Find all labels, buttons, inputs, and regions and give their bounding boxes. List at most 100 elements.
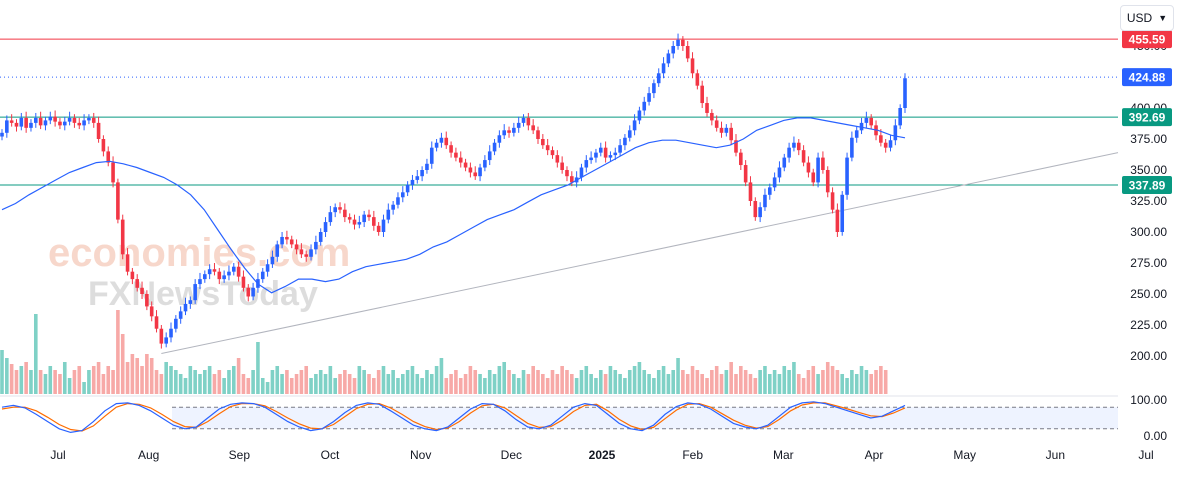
volume-bar bbox=[227, 370, 231, 394]
candle-body bbox=[632, 120, 637, 131]
volume-bar bbox=[338, 374, 342, 394]
volume-bar bbox=[763, 366, 767, 394]
candle-body bbox=[637, 110, 642, 121]
volume-bar bbox=[676, 358, 680, 394]
volume-bar bbox=[526, 374, 531, 394]
candle-body bbox=[893, 125, 898, 141]
volume-bar bbox=[883, 370, 888, 394]
candle-body bbox=[381, 219, 386, 232]
volume-bar bbox=[91, 366, 96, 394]
candle-body bbox=[536, 130, 540, 139]
watermark-line2: FXNewsToday bbox=[88, 275, 318, 313]
candle-body bbox=[685, 46, 690, 59]
volume-bar bbox=[169, 366, 173, 394]
candle-body bbox=[159, 328, 164, 344]
volume-bar bbox=[314, 374, 318, 394]
volume-bar bbox=[661, 366, 666, 394]
volume-bar bbox=[512, 374, 516, 394]
candle-body bbox=[714, 120, 719, 128]
candle-body bbox=[603, 147, 608, 158]
volume-bar bbox=[806, 370, 811, 394]
candle-body bbox=[526, 117, 531, 126]
candle-body bbox=[618, 145, 622, 153]
volume-bar bbox=[444, 378, 449, 394]
candle-body bbox=[903, 78, 907, 108]
candle-body bbox=[251, 287, 255, 297]
volume-bar bbox=[458, 378, 463, 394]
candle-body bbox=[647, 93, 651, 102]
volume-bar bbox=[357, 366, 362, 394]
candle-body bbox=[859, 122, 864, 131]
volume-bar bbox=[140, 366, 144, 394]
volume-bar bbox=[724, 370, 729, 394]
volume-bar bbox=[24, 362, 28, 394]
volume-bar bbox=[58, 374, 62, 394]
candle-body bbox=[695, 73, 700, 86]
candle-body bbox=[367, 214, 371, 218]
candle-body bbox=[541, 139, 545, 146]
volume-bar bbox=[251, 370, 255, 394]
candle-body bbox=[763, 194, 767, 208]
candle-body bbox=[77, 122, 82, 126]
volume-bar bbox=[116, 310, 120, 394]
candle-body bbox=[34, 117, 38, 123]
candle-body bbox=[772, 177, 777, 188]
price-tick-label: 225.00 bbox=[1130, 318, 1167, 332]
volume-bar bbox=[835, 370, 840, 394]
volume-bar bbox=[531, 366, 535, 394]
volume-bar bbox=[43, 374, 48, 394]
volume-bar bbox=[816, 374, 820, 394]
oscillator-tick-label: 0.00 bbox=[1144, 429, 1168, 443]
price-tag-box bbox=[1122, 176, 1172, 195]
candle-body bbox=[840, 194, 845, 232]
candle-body bbox=[483, 160, 487, 168]
volume-bar bbox=[38, 370, 43, 394]
candle-body bbox=[265, 264, 270, 272]
volume-bar bbox=[34, 314, 38, 394]
price-tick-label: 200.00 bbox=[1130, 349, 1167, 363]
candle-body bbox=[734, 140, 738, 153]
volume-bar bbox=[323, 374, 328, 394]
volume-bar bbox=[796, 374, 801, 394]
candle-body bbox=[830, 192, 835, 210]
volume-bar bbox=[203, 370, 207, 394]
volume-bar bbox=[767, 374, 772, 394]
candle-body bbox=[231, 266, 236, 272]
candle-body bbox=[642, 101, 647, 111]
volume-bar bbox=[473, 370, 478, 394]
volume-bar bbox=[429, 374, 434, 394]
volume-bar bbox=[400, 374, 405, 394]
volume-bar bbox=[67, 378, 72, 394]
candle-body bbox=[753, 201, 758, 218]
volume-bar bbox=[840, 374, 845, 394]
volume-bar bbox=[792, 362, 796, 394]
volume-bar bbox=[198, 374, 202, 394]
volume-bar bbox=[304, 366, 309, 394]
volume-bar bbox=[782, 366, 787, 394]
stochastic-d-line bbox=[1, 402, 906, 432]
volume-bar bbox=[241, 374, 246, 394]
volume-bar bbox=[376, 370, 381, 394]
watermark: economies.com FXNewsToday bbox=[48, 231, 350, 313]
candle-body bbox=[347, 217, 352, 220]
volume-bar bbox=[623, 378, 627, 394]
candle-body bbox=[357, 222, 362, 225]
candle-body bbox=[14, 122, 19, 127]
volume-bar bbox=[285, 370, 289, 394]
candle-body bbox=[338, 207, 342, 210]
candle-body bbox=[463, 162, 468, 168]
volume-bar bbox=[145, 354, 149, 394]
candle-body bbox=[468, 167, 473, 173]
candle-body bbox=[487, 151, 492, 161]
volume-bar bbox=[874, 370, 878, 394]
candle-body bbox=[492, 142, 497, 152]
volume-bar bbox=[666, 374, 671, 394]
volume-bar bbox=[178, 374, 183, 394]
candle-body bbox=[806, 162, 811, 173]
volume-bar bbox=[487, 370, 492, 394]
volume-bar bbox=[777, 374, 782, 394]
currency-selector[interactable]: USD ▼ bbox=[1120, 5, 1174, 31]
candle-body bbox=[82, 120, 86, 126]
price-tick-label: 250.00 bbox=[1130, 287, 1167, 301]
